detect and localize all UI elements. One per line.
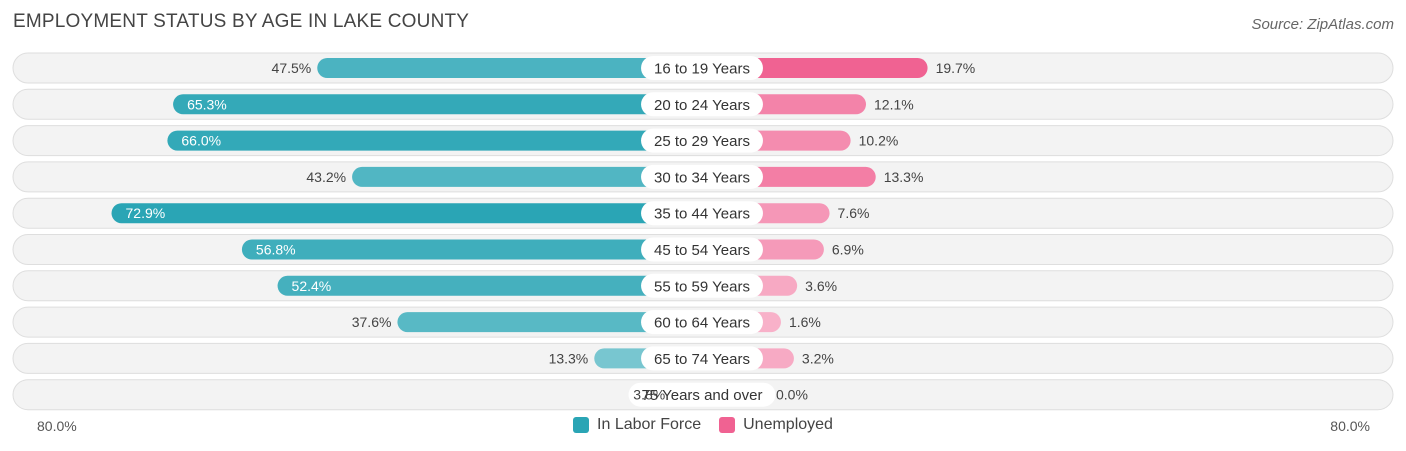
category-pill: [641, 92, 763, 117]
legend-swatch-unemployed: [719, 417, 736, 433]
chart-canvas: 16 to 19 Years 47.5% 19.7% 20 to 24 Years 65…: [12, 52, 1394, 411]
category-label: 45 to 54 Years: [654, 242, 750, 259]
value-label-unemployed: 3.6%: [805, 278, 837, 294]
legend-swatch-labor-force: [573, 417, 590, 433]
value-label-in-labor-force: 47.5%: [272, 60, 312, 76]
legend-label-labor-force: In Labor Force: [597, 416, 702, 433]
category-label: 25 to 29 Years: [654, 133, 750, 150]
bar-in-labor-force: [317, 58, 712, 78]
value-label-unemployed: 0.0%: [776, 387, 808, 403]
axis-right-label: 80.0%: [1330, 418, 1370, 434]
value-label-in-labor-force: 65.3%: [187, 96, 227, 112]
legend: In Labor Force Unemployed: [0, 416, 1406, 434]
value-label-in-labor-force: 3.8%: [633, 387, 665, 403]
bar-in-labor-force: [397, 312, 712, 333]
category-pill: [641, 128, 763, 153]
category-label: 55 to 59 Years: [654, 278, 750, 295]
category-pill: [641, 273, 763, 298]
value-label-in-labor-force: 13.3%: [549, 350, 589, 366]
bar-in-labor-force: [352, 166, 712, 187]
chart-title: EMPLOYMENT STATUS BY AGE IN LAKE COUNTY: [13, 11, 470, 32]
bar-in-labor-force: [173, 94, 712, 115]
legend-item-labor-force: In Labor Force: [573, 416, 701, 434]
source-label: Source: ZipAtlas.com: [1251, 16, 1394, 33]
legend-item-unemployed: Unemployed: [719, 416, 833, 434]
value-label-in-labor-force: 66.0%: [181, 133, 221, 149]
value-label-in-labor-force: 72.9%: [126, 205, 166, 221]
value-label-unemployed: 6.9%: [832, 242, 864, 258]
value-label-unemployed: 13.3%: [884, 169, 924, 185]
legend-label-unemployed: Unemployed: [743, 416, 833, 433]
category-pill: [641, 56, 763, 80]
bar-in-labor-force: [167, 130, 712, 151]
category-label: 20 to 24 Years: [654, 97, 750, 114]
category-pill: [641, 346, 763, 371]
category-pill: [641, 237, 763, 262]
category-label: 35 to 44 Years: [654, 206, 750, 223]
bar-in-labor-force: [241, 239, 713, 260]
value-label-in-labor-force: 37.6%: [352, 314, 392, 330]
value-label-unemployed: 3.2%: [802, 350, 834, 366]
bar-in-labor-force: [111, 203, 712, 224]
value-label-in-labor-force: 52.4%: [292, 278, 332, 294]
category-pill: [628, 382, 776, 407]
category-label: 60 to 64 Years: [654, 315, 750, 332]
category-label: 75 Years and over: [642, 387, 763, 404]
bar-in-labor-force: [277, 275, 712, 296]
category-pill: [641, 310, 763, 335]
value-label-in-labor-force: 56.8%: [256, 242, 296, 258]
axis-left-label: 80.0%: [37, 418, 77, 434]
value-label-unemployed: 12.1%: [874, 96, 914, 112]
value-label-unemployed: 10.2%: [859, 133, 899, 149]
category-pill: [641, 201, 763, 226]
value-label-unemployed: 19.7%: [936, 60, 976, 76]
category-pill: [641, 164, 763, 189]
value-label-unemployed: 1.6%: [789, 314, 821, 330]
value-label-unemployed: 7.6%: [838, 205, 870, 221]
category-label: 65 to 74 Years: [654, 351, 750, 368]
category-label: 16 to 19 Years: [654, 61, 750, 78]
value-label-in-labor-force: 43.2%: [306, 169, 346, 185]
category-label: 30 to 34 Years: [654, 169, 750, 186]
